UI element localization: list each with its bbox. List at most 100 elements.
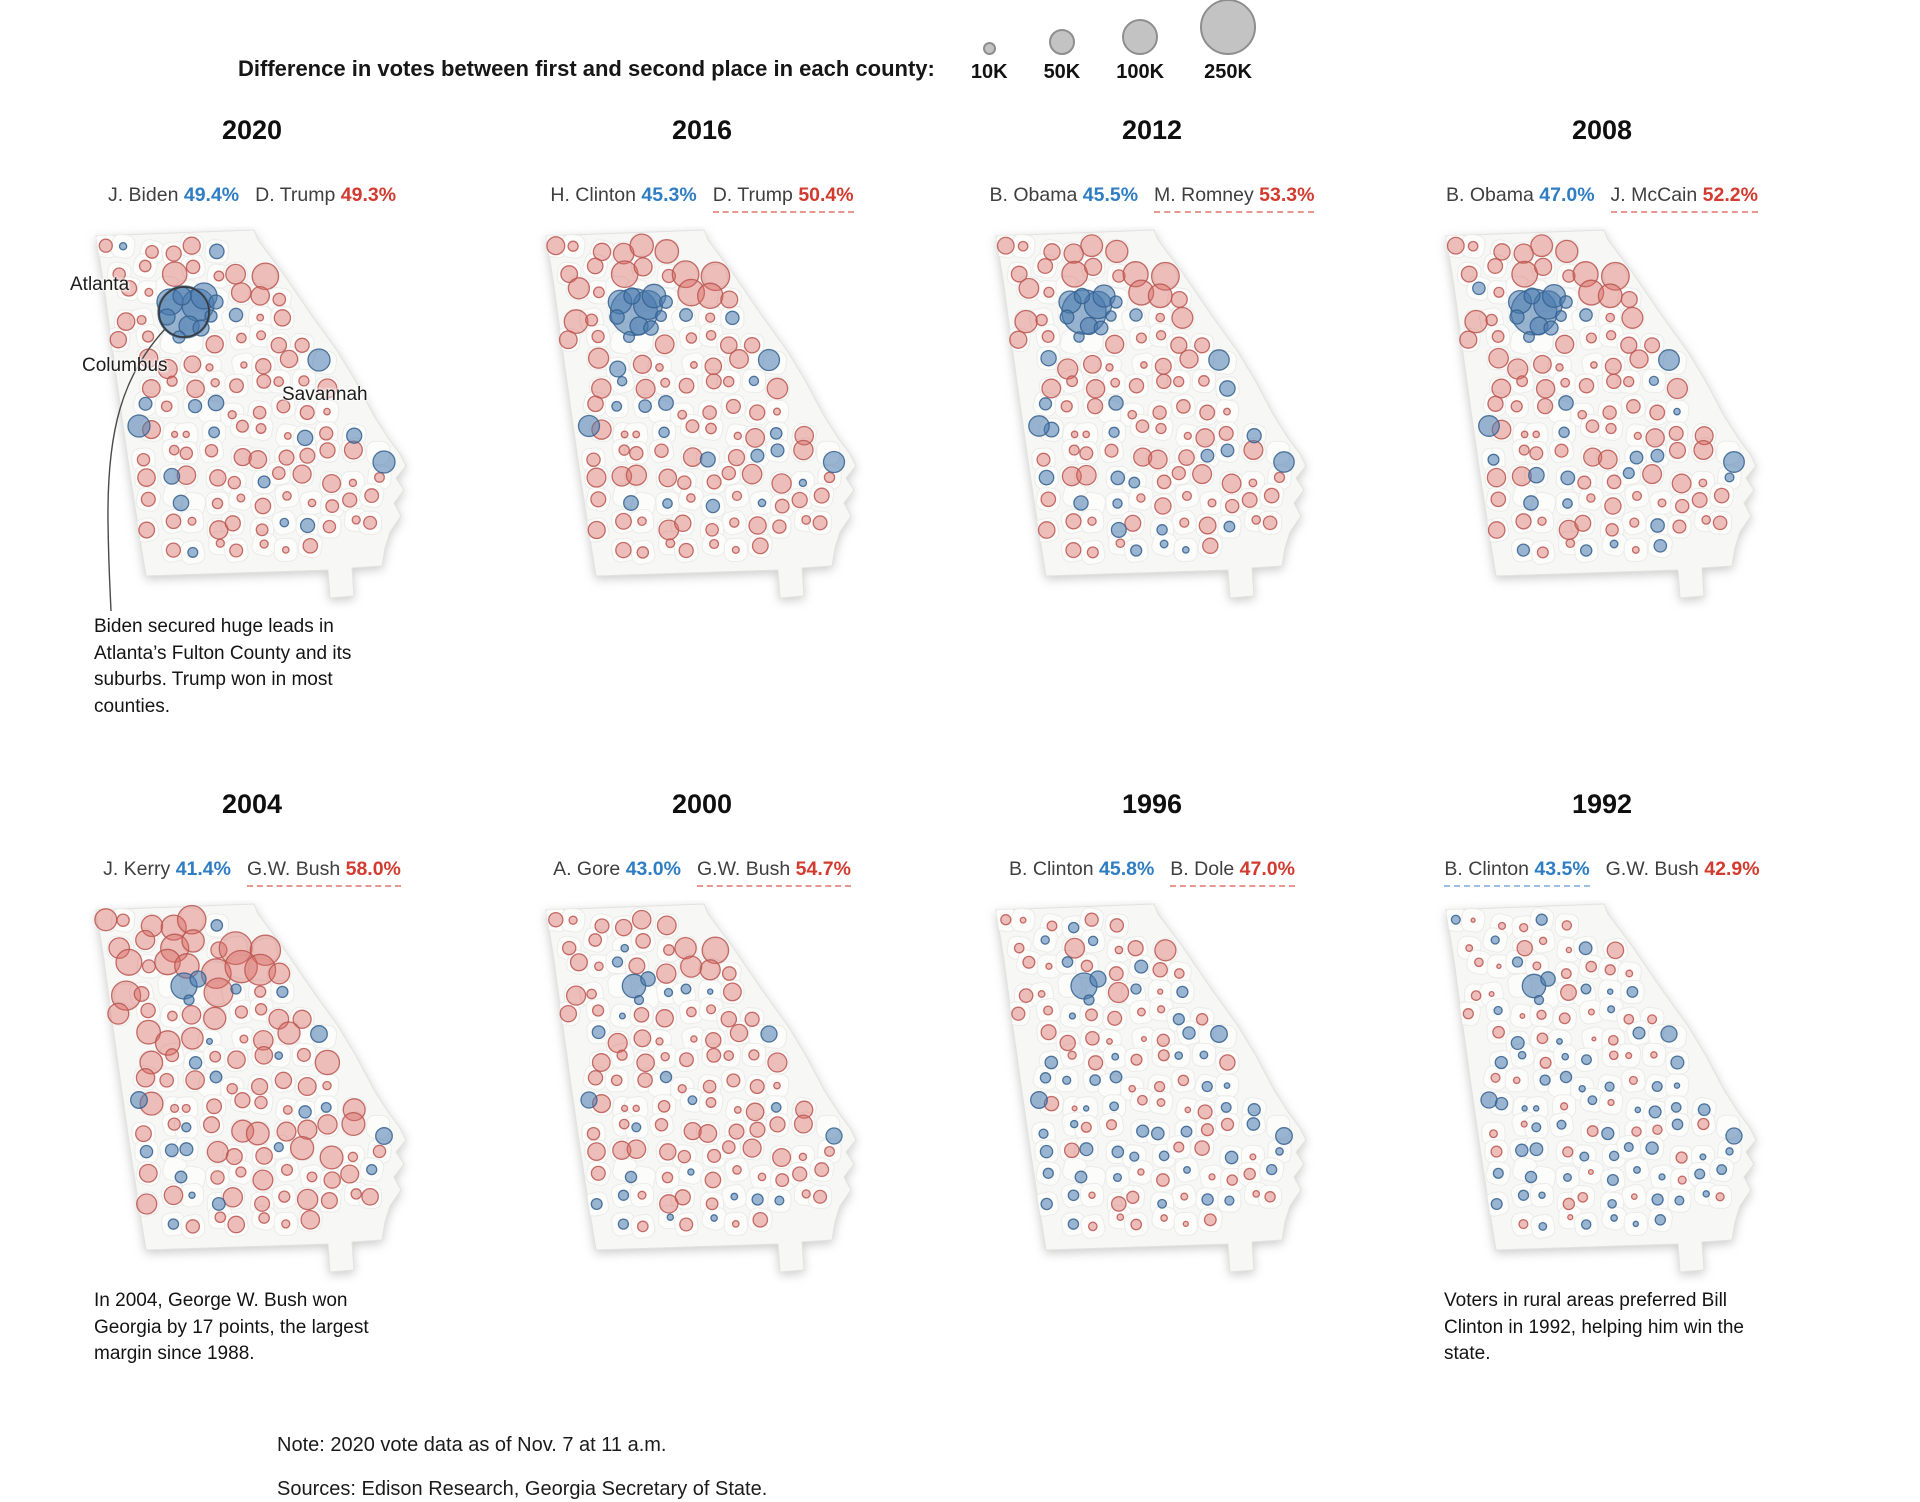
- year-heading: 2000: [671, 789, 733, 819]
- dem-candidate-pct: 45.5%: [1082, 184, 1139, 206]
- rep-candidate-name: D. Trump: [255, 184, 336, 206]
- dem-candidate-name: J. Biden: [107, 184, 179, 206]
- georgia-bubble-map: [94, 903, 407, 1273]
- dem-candidate-pct: 43.5%: [1534, 858, 1590, 880]
- legend-size-label: 50K: [1043, 61, 1081, 83]
- bubble-size-legend: Difference in votes between first and se…: [238, 0, 1257, 88]
- dem-candidate-pct: 43.0%: [625, 858, 681, 880]
- georgia-bubble-map: [545, 903, 857, 1273]
- georgia-bubble-map: [95, 229, 407, 611]
- dem-candidate-name: B. Clinton: [1444, 858, 1529, 880]
- legend-circle-10k: [982, 42, 996, 55]
- dem-candidate-pct: 45.3%: [641, 184, 697, 206]
- sources-line: Sources: Edison Research, Georgia Secret…: [277, 1478, 768, 1500]
- dem-candidate: H. Clinton 45.3%: [550, 183, 696, 213]
- rep-candidate: M. Romney 53.3%: [1154, 183, 1315, 213]
- rep-candidate: D. Trump 50.4%: [712, 183, 854, 213]
- rep-candidate-name: G.W. Bush: [1605, 858, 1699, 880]
- rep-candidate-pct: 53.3%: [1259, 184, 1315, 206]
- rep-candidate-name: G.W. Bush: [246, 858, 341, 880]
- rep-candidate-pct: 54.7%: [795, 858, 851, 880]
- dem-candidate: B. Clinton 43.5%: [1444, 857, 1590, 887]
- georgia-bubble-map: [995, 903, 1307, 1273]
- georgia-bubble-map: [545, 229, 857, 599]
- year-heading: 2020: [221, 115, 283, 145]
- legend-circle-50k: [1048, 29, 1075, 55]
- year-heading: 2016: [671, 115, 733, 145]
- rep-candidate: G.W. Bush 54.7%: [697, 857, 851, 887]
- dem-candidate-name: B. Obama: [989, 184, 1078, 206]
- election-map-cell-1996: 1996 B. Clinton 45.8% B. Dole 47.0%: [984, 782, 1320, 1285]
- legend-circle-250k: [1200, 0, 1257, 55]
- georgia-bubble-map: [1445, 903, 1757, 1273]
- rep-candidate-pct: 50.4%: [798, 184, 854, 206]
- dem-candidate-pct: 47.0%: [1539, 184, 1595, 206]
- rep-candidate-name: D. Trump: [712, 184, 793, 206]
- year-heading: 2004: [221, 789, 283, 819]
- legend-title: Difference in votes between first and se…: [238, 56, 935, 81]
- legend-size-label: 250K: [1204, 61, 1252, 83]
- candidates-row: A. Gore 43.0% G.W. Bush 54.7%: [534, 857, 870, 887]
- dem-candidate: B. Obama 47.0%: [1446, 183, 1595, 213]
- election-map-cell-2004: 2004 J. Kerry 41.4% G.W. Bush 58.0% In 2…: [84, 782, 420, 1368]
- year-heading: 2012: [1121, 115, 1183, 145]
- election-map-cell-2012: 2012 B. Obama 45.5% M. Romney 53.3%: [984, 108, 1320, 611]
- rep-candidate-pct: 42.9%: [1704, 858, 1760, 880]
- footnote: Note: 2020 vote data as of Nov. 7 at 11 …: [277, 1434, 667, 1456]
- dem-candidate-name: B. Clinton: [1009, 858, 1094, 880]
- year-heading: 1992: [1571, 789, 1633, 819]
- dem-candidate: B. Obama 45.5%: [990, 183, 1139, 213]
- dem-candidate-pct: 49.4%: [183, 184, 240, 206]
- dem-candidate: A. Gore 43.0%: [553, 857, 681, 887]
- legend-size-label: 10K: [970, 61, 1008, 83]
- dem-candidate-pct: 45.8%: [1099, 858, 1155, 880]
- rep-candidate: G.W. Bush 42.9%: [1606, 857, 1760, 887]
- legend-size-item-10k: 10K: [971, 42, 1008, 88]
- election-map-cell-2020: 2020 J. Biden 49.4% D. Trump 49.3% Biden…: [70, 108, 420, 720]
- candidates-row: B. Obama 45.5% M. Romney 53.3%: [984, 183, 1320, 213]
- dem-candidate: J. Biden 49.4%: [108, 183, 239, 213]
- map-annotation: Biden secured huge leads in Atlanta’s Fu…: [94, 616, 352, 717]
- rep-candidate-pct: 47.0%: [1239, 858, 1295, 880]
- dem-candidate-name: J. Kerry: [103, 858, 171, 880]
- candidates-row: H. Clinton 45.3% D. Trump 50.4%: [534, 183, 870, 213]
- legend-circle-100k: [1122, 19, 1159, 55]
- candidates-row: B. Clinton 45.8% B. Dole 47.0%: [984, 857, 1320, 887]
- rep-candidate-pct: 58.0%: [345, 858, 401, 880]
- dem-candidate: J. Kerry 41.4%: [103, 857, 231, 887]
- rep-candidate: J. McCain 52.2%: [1610, 183, 1758, 213]
- candidates-row: J. Kerry 41.4% G.W. Bush 58.0%: [84, 857, 420, 887]
- rep-candidate: B. Dole 47.0%: [1170, 857, 1295, 887]
- candidates-row: J. Biden 49.4% D. Trump 49.3%: [84, 183, 420, 213]
- rep-candidate-name: M. Romney: [1154, 184, 1254, 206]
- candidates-row: B. Clinton 43.5% G.W. Bush 42.9%: [1434, 857, 1770, 887]
- candidates-row: B. Obama 47.0% J. McCain 52.2%: [1434, 183, 1770, 213]
- legend-size-item-250k: 250K: [1200, 0, 1257, 88]
- rep-candidate-name: G.W. Bush: [697, 858, 791, 880]
- dem-candidate-name: A. Gore: [553, 858, 621, 880]
- map-annotation: In 2004, George W. Bush won Georgia by 1…: [94, 1290, 369, 1365]
- legend-size-item-50k: 50K: [1043, 29, 1081, 88]
- legend-size-label: 100K: [1116, 61, 1165, 83]
- election-map-cell-2008: 2008 B. Obama 47.0% J. McCain 52.2%: [1434, 108, 1770, 611]
- dem-candidate-name: H. Clinton: [550, 184, 636, 206]
- map-annotation: Voters in rural areas preferred Bill Cli…: [1444, 1290, 1744, 1365]
- georgia-bubble-map: [1445, 229, 1757, 599]
- year-heading: 2008: [1571, 115, 1633, 145]
- georgia-bubble-map: [995, 229, 1307, 599]
- dem-candidate-name: B. Obama: [1446, 184, 1534, 206]
- rep-candidate-name: J. McCain: [1610, 184, 1698, 206]
- rep-candidate-name: B. Dole: [1170, 858, 1235, 880]
- year-heading: 1996: [1121, 789, 1183, 819]
- dem-candidate: B. Clinton 45.8%: [1009, 857, 1154, 887]
- dem-candidate-pct: 41.4%: [175, 858, 231, 880]
- rep-candidate: G.W. Bush 58.0%: [246, 857, 401, 887]
- legend-size-item-100k: 100K: [1116, 19, 1164, 88]
- rep-candidate: D. Trump 49.3%: [255, 183, 396, 213]
- rep-candidate-pct: 52.2%: [1702, 184, 1758, 206]
- election-map-cell-1992: 1992 B. Clinton 43.5% G.W. Bush 42.9% Vo…: [1434, 782, 1770, 1368]
- rep-candidate-pct: 49.3%: [340, 184, 397, 206]
- election-map-cell-2000: 2000 A. Gore 43.0% G.W. Bush 54.7%: [534, 782, 870, 1285]
- election-map-cell-2016: 2016 H. Clinton 45.3% D. Trump 50.4%: [534, 108, 870, 611]
